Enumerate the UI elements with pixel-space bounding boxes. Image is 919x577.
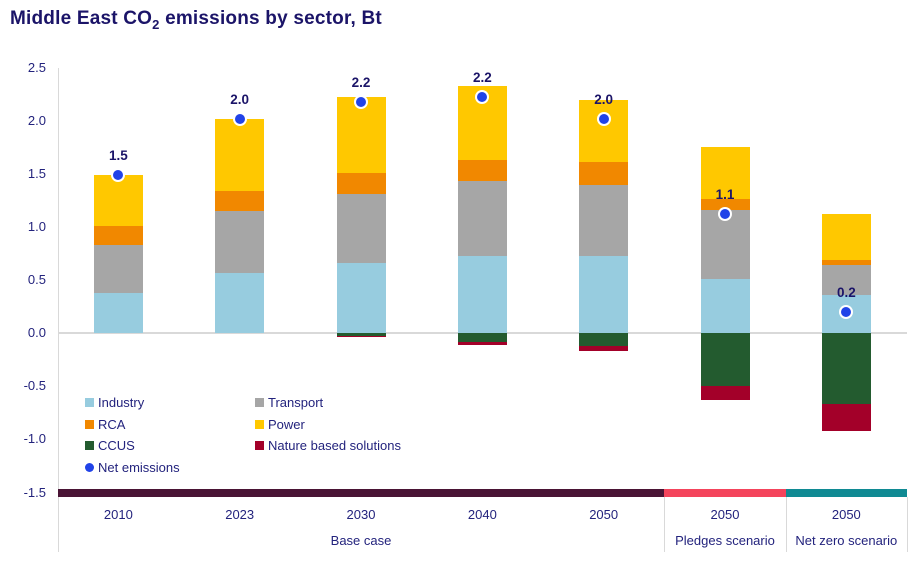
axis-group-label: Net zero scenario: [795, 533, 898, 548]
bar-segment-power: [93, 174, 143, 226]
bar-segment-industry: [700, 278, 750, 334]
bar-segment-industry: [215, 272, 265, 334]
bar-segment-ccus: [336, 333, 386, 337]
y-axis-tick-label: 1.0: [27, 218, 46, 234]
bar-segment-transport: [579, 185, 629, 256]
scenario-strip: [57, 489, 665, 497]
net-emissions-dot: [841, 306, 852, 317]
net-emissions-dot: [113, 169, 124, 180]
bar-segment-nature-based-solutions: [457, 341, 507, 345]
bar-segment-ccus: [700, 333, 750, 387]
axis-group-label: Base case: [330, 533, 392, 548]
y-axis-tick-label: -1.5: [23, 484, 46, 500]
bar-segment-rca: [336, 172, 386, 194]
bar-segment-ccus: [821, 333, 871, 405]
net-emissions-dot: [477, 92, 488, 103]
net-emissions-dot: [356, 96, 367, 107]
bar-segment-rca: [700, 199, 750, 210]
bar-segment-nature-based-solutions: [821, 404, 871, 431]
scenario-strip: [785, 489, 907, 497]
axis-separator: [664, 497, 666, 552]
bar-segment-rca: [457, 159, 507, 182]
chart-title-post: emissions by sector, Bt: [159, 8, 382, 29]
x-axis-tick-label: 2050: [831, 507, 861, 522]
net-emissions-dot: [234, 113, 245, 124]
net-value-label: 2.2: [472, 70, 492, 86]
chart-title-subscript: 2: [152, 16, 160, 32]
bar-segment-power: [821, 214, 871, 260]
bar-segment-transport: [457, 181, 507, 256]
axis-group-label: Pledges scenario: [675, 533, 775, 548]
y-axis-tick-label: 1.5: [27, 165, 46, 181]
legend-label: Industry: [98, 395, 145, 410]
net-emissions-dot: [720, 209, 730, 220]
net-value-label: 2.0: [230, 91, 250, 107]
legend-label: Transport: [268, 395, 324, 410]
x-axis-tick-label: 2050: [589, 507, 619, 522]
y-axis-tick-label: 2.5: [27, 59, 46, 75]
net-value-label: 0.2: [836, 284, 856, 300]
legend-label: Nature based solutions: [268, 438, 401, 453]
bar-segment-ccus: [457, 333, 507, 342]
bar-segment-transport: [93, 244, 143, 293]
chart-title: Middle East CO2 emissions by sector, Bt: [10, 8, 382, 32]
bar-segment-rca: [821, 259, 871, 266]
bar-segment-industry: [457, 255, 507, 334]
bar-segment-power: [579, 100, 629, 163]
legend-label: CCUS: [98, 438, 135, 453]
net-emissions-dot: [598, 113, 609, 124]
legend-label: Power: [268, 416, 305, 432]
x-axis-tick-label: 2023: [225, 507, 255, 522]
bar-segment-nature-based-solutions: [579, 345, 629, 352]
bar-segment-ccus: [579, 333, 629, 346]
y-axis-tick-label: -0.5: [23, 378, 46, 394]
bar-segment-rca: [93, 225, 143, 245]
net-value-label: 2.2: [351, 74, 371, 90]
bar-segment-industry: [336, 263, 386, 334]
bar-segment-nature-based-solutions: [336, 336, 386, 338]
legend-label: Net emissions: [98, 459, 180, 475]
chart-title-pre: Middle East CO: [10, 8, 153, 29]
y-axis-tick-label: 0.0: [27, 325, 46, 341]
x-axis-tick-label: 2050: [710, 507, 740, 522]
legend-label: RCA: [98, 416, 126, 432]
bar-segment-power: [700, 147, 750, 200]
bar-segment-rca: [215, 190, 265, 211]
axis-separator: [785, 497, 787, 552]
legend-swatch-icon: [85, 419, 94, 429]
x-axis-tick-label: 2040: [467, 507, 497, 522]
legend-dot-icon: [85, 462, 94, 472]
legend-swatch-icon: [255, 398, 264, 407]
x-axis-tick-label: 2030: [346, 507, 376, 522]
legend-swatch-icon: [255, 441, 264, 450]
axis-separator: [907, 497, 908, 552]
y-axis-line: [57, 67, 59, 489]
bar-segment-nature-based-solutions: [700, 386, 750, 401]
net-value-label: 1.1: [715, 187, 735, 203]
y-axis-tick-label: -1.0: [23, 431, 46, 447]
x-axis-tick-label: 2010: [103, 507, 133, 522]
bar-segment-power: [215, 118, 265, 191]
bar-segment-transport: [336, 193, 386, 263]
bar-segment-transport: [821, 265, 871, 295]
bar-segment-transport: [700, 209, 750, 279]
bar-segment-transport: [215, 210, 265, 273]
legend-swatch-icon: [85, 441, 94, 450]
net-value-label: 1.5: [108, 147, 128, 163]
axis-separator: [57, 497, 59, 552]
net-value-label: 2.0: [594, 91, 614, 107]
scenario-strip: [664, 489, 786, 497]
y-axis-tick-label: 0.5: [27, 272, 46, 287]
y-axis-tick-label: 2.0: [27, 112, 46, 128]
legend-swatch-icon: [255, 419, 264, 429]
legend-swatch-icon: [85, 398, 94, 407]
bar-segment-rca: [579, 162, 629, 186]
bar-segment-industry: [93, 292, 143, 334]
bar-segment-industry: [579, 255, 629, 334]
bar-segment-power: [336, 97, 386, 173]
